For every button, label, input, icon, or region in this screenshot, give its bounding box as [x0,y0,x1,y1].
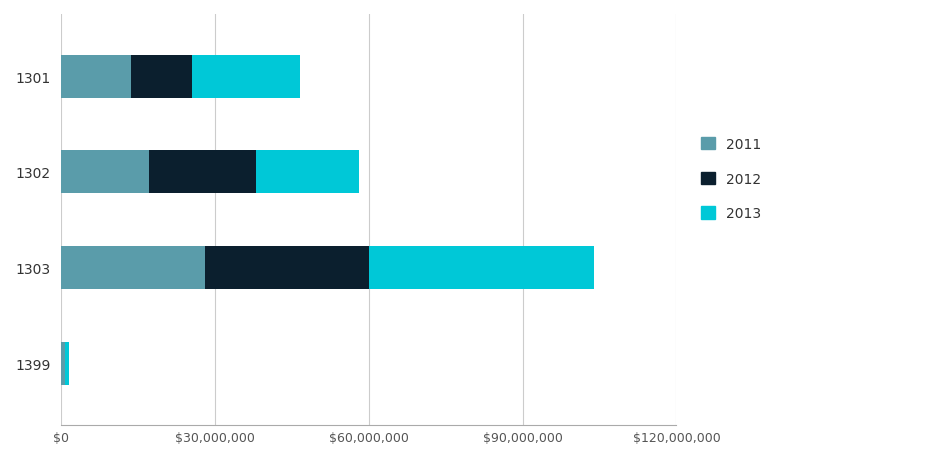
Bar [61,56,130,99]
Bar [192,56,299,99]
Bar [65,342,69,385]
Legend: 2011, 2012, 2013: 2011, 2012, 2013 [695,132,767,226]
Bar [130,56,192,99]
Bar [61,342,64,385]
Bar [61,246,205,290]
Bar [256,151,359,194]
Bar [205,246,368,290]
Bar [148,151,256,194]
Bar [61,151,148,194]
Bar [368,246,594,290]
